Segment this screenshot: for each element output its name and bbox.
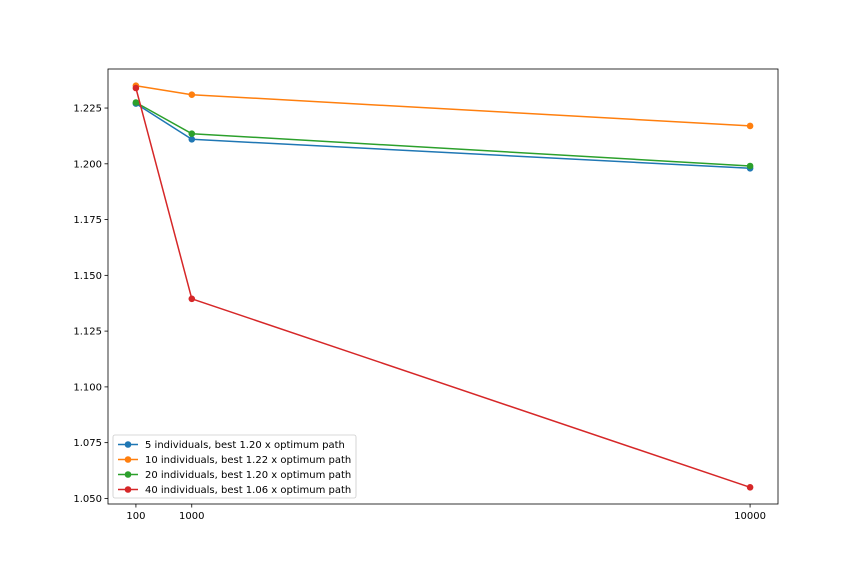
legend: 5 individuals, best 1.20 x optimum path 1… (112, 434, 357, 499)
data-point-s3-2 (188, 130, 196, 137)
axes: 1.050 1.075 1.100 1.125 1.150 1.175 1.200 1.225… (73, 68, 779, 522)
data-point-s4-1 (132, 84, 140, 92)
legend-label-1: 5 individuals, best 1.20 x optimum path (145, 440, 345, 451)
legend-marker-4 (124, 486, 132, 493)
y-tick-label: 1.150 (73, 271, 102, 282)
y-tick-label: 1.125 (73, 327, 102, 338)
legend-label-3: 20 individuals, best 1.20 x optimum path (145, 470, 351, 481)
data-point-s4-2 (188, 295, 196, 303)
x-tick-label: 1000 (179, 511, 204, 522)
plot-area (132, 82, 754, 491)
y-tick-label: 1.225 (73, 104, 102, 115)
axes-frame (107, 68, 779, 505)
legend-marker-3 (124, 471, 132, 478)
data-point-s2-3 (746, 122, 754, 130)
legend-marker-2 (124, 456, 132, 463)
y-tick-label: 1.050 (73, 494, 102, 505)
y-tick-label: 1.075 (73, 438, 102, 449)
y-tick-label: 1.200 (73, 159, 102, 170)
legend-marker-1 (124, 441, 132, 448)
legend-label-2: 10 individuals, best 1.22 x optimum path (145, 455, 351, 466)
x-tick-label: 100 (126, 511, 145, 522)
legend-label-4: 40 individuals, best 1.06 x optimum path (145, 485, 351, 496)
x-tick-label: 10000 (734, 511, 766, 522)
data-point-s1-2 (188, 136, 196, 143)
data-point-s4-3 (746, 484, 754, 491)
y-tick-label: 1.100 (73, 382, 102, 393)
y-tick-label: 1.175 (73, 215, 102, 226)
data-point-s3-1 (132, 99, 140, 106)
data-point-s2-2 (188, 91, 196, 98)
data-point-s3-3 (746, 162, 754, 170)
legend-box (112, 434, 357, 499)
